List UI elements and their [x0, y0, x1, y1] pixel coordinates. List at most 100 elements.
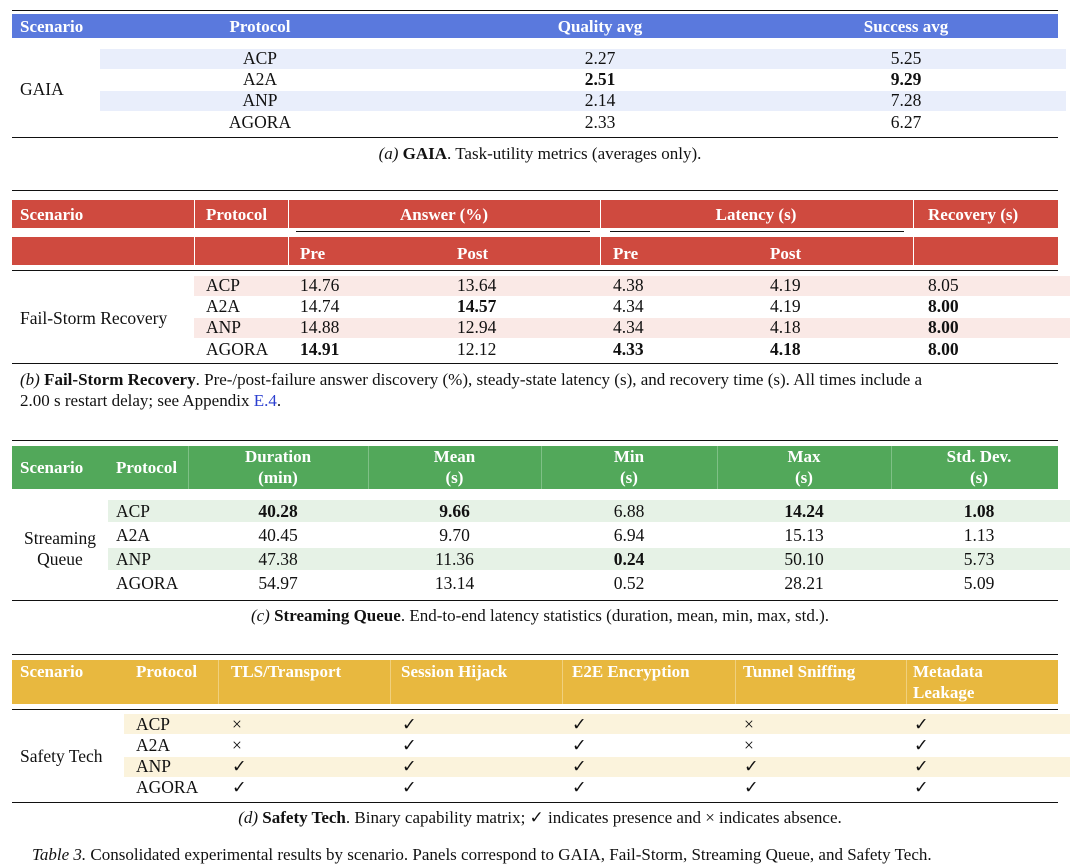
check-icon: ✓	[914, 735, 929, 755]
column-separator	[194, 200, 195, 265]
latency-post-cell: 4.19	[770, 275, 801, 295]
latency-pre-cell: 4.34	[613, 296, 644, 316]
check-icon: ✓	[572, 735, 587, 755]
panel-caption-line2: 2.00 s restart delay; see Appendix E.4.	[20, 391, 281, 411]
protocol-cell: AGORA	[136, 777, 199, 797]
protocol-cell: A2A	[136, 735, 171, 755]
column-separator	[906, 660, 907, 704]
recovery-cell: 8.00	[928, 296, 959, 316]
column-separator	[218, 660, 219, 704]
check-icon: ✓	[232, 756, 247, 776]
protocol-cell: ACP	[206, 275, 241, 295]
check-icon: ✓	[402, 735, 417, 755]
check-icon: ✓	[402, 756, 417, 776]
subheader-latency-pre: Pre	[613, 244, 639, 263]
header-tunnel-sniffing: Tunnel Sniffing	[743, 662, 856, 681]
header-answer: Answer (%)	[400, 205, 488, 224]
column-separator	[717, 446, 718, 489]
header-band	[12, 446, 1058, 489]
min-cell: 6.94	[613, 525, 645, 545]
column-separator	[541, 446, 542, 489]
table-caption: Table 3. Consolidated experimental resul…	[32, 845, 932, 865]
header-mean: Mean	[433, 447, 476, 466]
answer-post-cell: 14.57	[457, 296, 497, 316]
column-separator	[288, 200, 289, 265]
check-icon: ✓	[232, 777, 247, 797]
mean-cell: 13.14	[434, 573, 475, 593]
column-separator	[600, 200, 601, 265]
column-separator	[913, 200, 914, 265]
header-tls: TLS/Transport	[231, 662, 342, 681]
caption-label: (c)	[250, 606, 270, 625]
subheader-band	[12, 237, 1058, 265]
protocol-cell: ANP	[206, 317, 242, 337]
latency-post-cell: 4.19	[770, 296, 801, 316]
answer-post-cell: 13.64	[457, 275, 497, 295]
bottom-rule	[12, 802, 1058, 803]
protocol-cell: A2A	[206, 296, 241, 316]
table-caption-label: Table 3.	[32, 845, 87, 864]
answer-pre-cell: 14.88	[300, 317, 340, 337]
check-icon: ✓	[914, 756, 929, 776]
header-e2e-encryption: E2E Encryption	[572, 662, 690, 681]
protocol-cell: ANP	[136, 756, 172, 776]
row-stripe	[194, 276, 1070, 296]
protocol-cell: A2A	[242, 69, 278, 89]
caption-title: Safety Tech	[262, 808, 346, 827]
header-duration: Duration	[244, 447, 312, 466]
header-protocol: Protocol	[136, 662, 198, 681]
std-cell: 1.08	[963, 501, 995, 521]
caption-text: . Pre-/post-failure answer discovery (%)…	[195, 370, 923, 389]
header-scenario: Scenario	[20, 458, 84, 477]
success-cell: 9.29	[890, 69, 922, 89]
check-icon: ✓	[572, 777, 587, 797]
header-scenario: Scenario	[20, 205, 84, 224]
row-stripe	[194, 318, 1070, 338]
header-scenario: Scenario	[20, 17, 84, 36]
subheader-answer-pre: Pre	[300, 244, 326, 263]
header-scenario: Scenario	[20, 662, 84, 681]
header-recovery: Recovery (s)	[928, 205, 1019, 224]
header-min-unit: (s)	[620, 468, 638, 487]
scenario-label-line1: Streaming	[24, 528, 96, 548]
subheader-answer-post: Post	[457, 244, 489, 263]
recovery-cell: 8.00	[928, 339, 959, 359]
max-cell: 28.21	[784, 573, 824, 593]
caption-text: . End-to-end latency statistics (duratio…	[400, 606, 830, 625]
answer-post-cell: 12.94	[457, 317, 497, 337]
header-metadata-leakage-line2: Leakage	[913, 683, 975, 702]
cross-icon: ×	[232, 714, 242, 734]
max-cell: 15.13	[784, 525, 824, 545]
check-icon: ✓	[744, 756, 759, 776]
header-band	[12, 14, 1058, 38]
cross-icon: ×	[744, 735, 754, 755]
header-std-unit: (s)	[970, 468, 988, 487]
row-stripe	[100, 49, 1066, 69]
duration-cell: 47.38	[258, 549, 298, 569]
column-separator	[562, 660, 563, 704]
protocol-cell: A2A	[116, 525, 151, 545]
quality-cell: 2.51	[584, 69, 616, 89]
caption-label: (d)	[238, 808, 259, 827]
mean-cell: 9.66	[439, 501, 470, 521]
scenario-label: Safety Tech	[20, 746, 103, 766]
caption-text: 2.00 s restart delay; see Appendix	[20, 391, 254, 410]
check-icon: ✓	[914, 714, 929, 734]
appendix-link[interactable]: E.4	[253, 391, 277, 410]
check-icon: ✓	[402, 777, 417, 797]
header-max: Max	[787, 447, 821, 466]
table-caption-text: Consolidated experimental results by sce…	[86, 845, 932, 864]
scenario-label: Fail-Storm Recovery	[20, 308, 168, 328]
panel-caption: (a) GAIA. Task-utility metrics (averages…	[0, 144, 1080, 164]
column-separator	[188, 446, 189, 489]
header-protocol: Protocol	[116, 458, 178, 477]
latency-post-cell: 4.18	[770, 317, 801, 337]
caption-text: . Task-utility metrics (averages only).	[447, 144, 702, 163]
caption-text: . Binary capability matrix; ✓ indicates …	[345, 808, 842, 827]
cross-icon: ×	[744, 714, 754, 734]
panel-caption: (d) Safety Tech. Binary capability matri…	[0, 808, 1080, 828]
column-separator	[368, 446, 369, 489]
header-mean-unit: (s)	[445, 468, 464, 487]
answer-pre-cell: 14.91	[300, 339, 340, 359]
success-cell: 5.25	[890, 48, 922, 68]
